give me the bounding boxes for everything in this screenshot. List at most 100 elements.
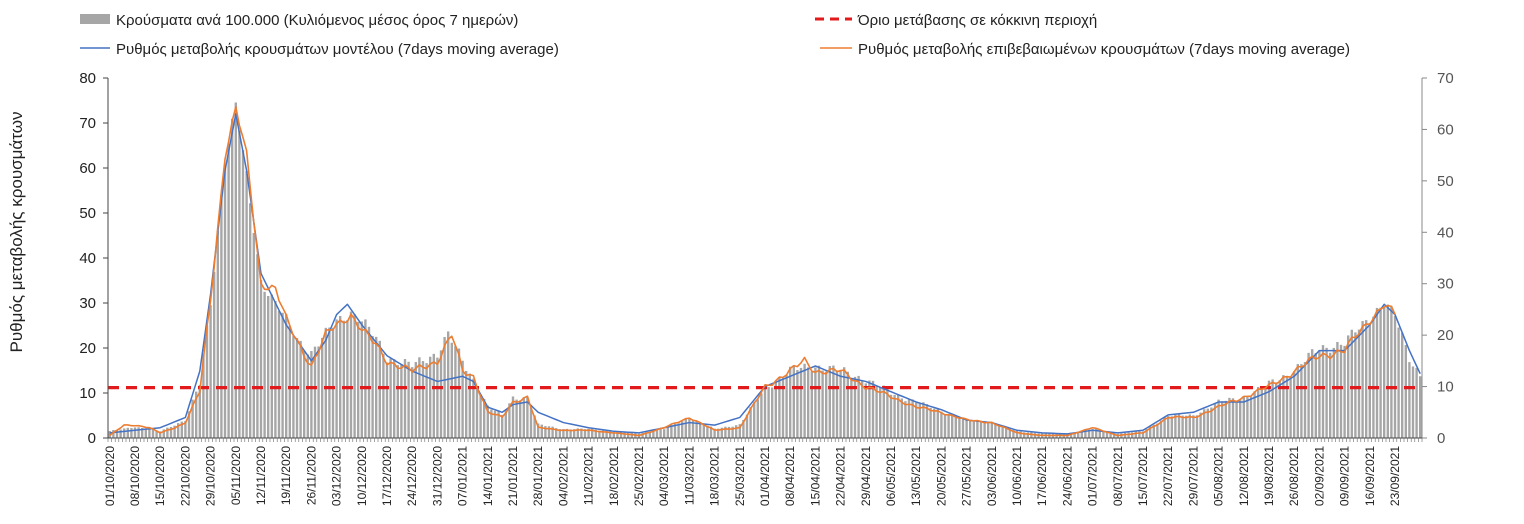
bar: [612, 431, 615, 438]
bar: [310, 351, 313, 438]
x-tick-label: 04/02/2021: [556, 446, 570, 506]
bar: [382, 353, 385, 438]
bar: [202, 354, 205, 438]
bar: [1257, 387, 1260, 438]
series-line-2: [109, 106, 1396, 437]
bar: [1217, 399, 1220, 438]
bar: [763, 386, 767, 438]
bar: [1357, 329, 1361, 438]
bar: [403, 359, 407, 438]
bar: [1163, 417, 1166, 438]
bar: [130, 428, 133, 438]
bar: [166, 427, 169, 438]
bar: [785, 375, 788, 438]
x-tick-label: 10/12/2020: [355, 446, 369, 506]
bar: [879, 387, 882, 438]
bar: [677, 423, 680, 438]
bar: [1393, 316, 1397, 438]
bar: [274, 300, 277, 438]
bar: [396, 365, 399, 438]
x-tick-label: 07/01/2021: [456, 446, 470, 506]
x-tick-label: 16/09/2021: [1363, 446, 1377, 506]
bar: [1264, 386, 1267, 438]
bar-series: [108, 102, 1422, 439]
bar: [1102, 431, 1105, 438]
bar: [533, 415, 536, 438]
bar: [1253, 391, 1256, 438]
bar: [519, 400, 522, 438]
bar: [886, 389, 889, 438]
bar: [756, 399, 759, 438]
bar: [198, 384, 201, 438]
y-tick-label-right: 30: [1437, 276, 1454, 293]
bar: [1098, 429, 1101, 438]
x-tick-label: 25/03/2021: [733, 446, 747, 506]
bar: [1329, 352, 1332, 438]
bar: [1307, 352, 1310, 438]
bar: [969, 420, 972, 438]
bar: [501, 414, 504, 438]
bar: [666, 427, 669, 438]
bar: [731, 426, 734, 438]
bar: [551, 426, 554, 438]
bar: [1419, 376, 1422, 438]
bar: [1170, 416, 1173, 438]
bar: [681, 421, 684, 438]
bar: [1239, 399, 1242, 438]
x-tick-label: 19/08/2021: [1262, 446, 1276, 506]
bar: [1365, 320, 1368, 438]
bar: [177, 423, 180, 438]
bar: [425, 363, 428, 438]
x-tick-label: 17/12/2020: [380, 446, 394, 506]
bar: [1271, 379, 1274, 438]
legend-swatch-bars: [80, 14, 110, 24]
bar: [526, 396, 529, 438]
bar: [529, 407, 533, 438]
bar: [583, 429, 587, 438]
bar: [544, 426, 547, 438]
bar: [1012, 429, 1015, 438]
bar: [947, 413, 950, 438]
bar: [1408, 362, 1411, 438]
bar: [490, 409, 493, 438]
bar: [565, 428, 569, 438]
bar: [1005, 426, 1008, 438]
bar: [875, 385, 878, 438]
x-tick-label: 28/01/2021: [531, 446, 545, 506]
bar: [933, 408, 936, 438]
bar: [1285, 375, 1289, 438]
bar: [454, 345, 457, 438]
x-tick-label: 17/06/2021: [1035, 446, 1049, 506]
bar: [1149, 426, 1152, 438]
bar: [151, 429, 155, 438]
bar: [796, 370, 799, 438]
x-tick-label: 13/05/2021: [909, 446, 923, 506]
bar: [148, 429, 151, 438]
bar: [835, 370, 839, 438]
x-tick-label: 29/07/2021: [1186, 446, 1200, 506]
bar: [1095, 429, 1098, 438]
bar: [328, 327, 331, 438]
bar: [378, 340, 381, 438]
bar: [155, 430, 158, 438]
bar: [684, 418, 687, 438]
bar: [317, 346, 320, 438]
bar: [645, 432, 648, 438]
bar: [1224, 400, 1227, 438]
bar: [702, 424, 705, 438]
bar: [1325, 347, 1328, 438]
bar: [738, 424, 741, 438]
x-tick-label: 08/04/2021: [783, 446, 797, 506]
x-tick-label: 24/06/2021: [1060, 446, 1074, 506]
bar: [173, 425, 176, 438]
bar: [216, 230, 219, 438]
bar: [353, 314, 356, 438]
bar: [393, 359, 396, 438]
x-tick-label: 31/12/2020: [430, 446, 444, 506]
bar: [1296, 364, 1299, 438]
bar: [558, 429, 561, 438]
bar: [1199, 412, 1202, 438]
bar: [789, 366, 792, 438]
y-tick-label-left: 40: [79, 250, 96, 267]
bar: [364, 319, 367, 438]
